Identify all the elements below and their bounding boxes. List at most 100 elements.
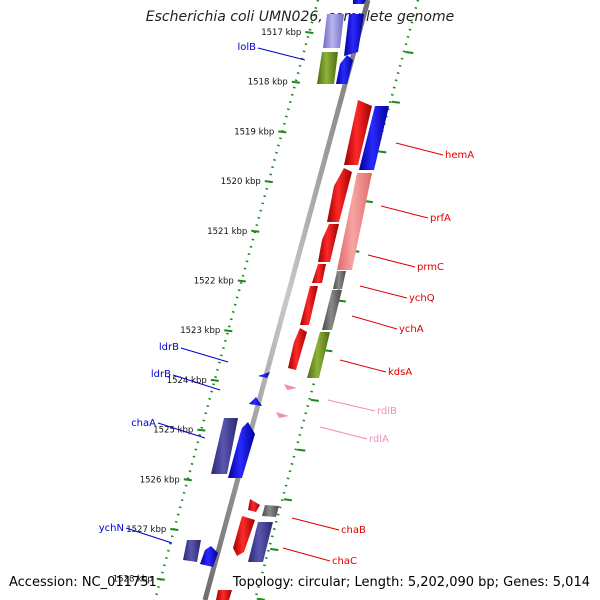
genome-summary: Topology: circular; Length: 5,202,090 bp…	[232, 575, 590, 590]
leader-chaC	[282, 547, 331, 562]
gene-block-hemA	[344, 100, 372, 165]
gene-block-ychN-2	[200, 546, 218, 567]
tick-mark-right	[297, 448, 306, 452]
gene-block-chaC-fwd	[248, 522, 273, 562]
map-title: Escherichia coli UMN026, complete genome	[145, 9, 455, 25]
gene-block-chaB	[248, 499, 260, 512]
gene-block-chaA	[211, 418, 238, 474]
tick-mark-left	[156, 577, 165, 581]
tick-mark-right	[270, 548, 279, 551]
leader-chaB	[291, 517, 340, 531]
tick-label: 1528 kbp	[113, 575, 153, 585]
gene-label-ychN: ychN	[99, 523, 124, 534]
tick-mark-left	[278, 130, 287, 134]
tick-mark-left	[170, 528, 179, 531]
genome-backbone	[202, 0, 371, 600]
gene-block-fwd-1	[344, 14, 364, 56]
gene-label-ldrB-2: ldrB	[151, 369, 171, 380]
gene-block-ychA	[300, 286, 318, 325]
gene-arrow-rdlA	[276, 412, 289, 418]
tick-label: 1521 kbp	[207, 227, 247, 237]
leader-ldrB-1	[180, 347, 229, 363]
gene-block-prmC	[318, 224, 339, 262]
gene-block-chaA-arrow	[228, 422, 255, 478]
leader-lines	[125, 47, 444, 562]
gene-block-lolB-top	[323, 14, 344, 48]
tick-mark-left	[291, 80, 300, 84]
tick-mark-left	[264, 180, 273, 184]
tick-label: 1527 kbp	[126, 525, 166, 535]
gene-label-ldrB-1: ldrB	[159, 342, 179, 353]
leader-prfA	[380, 205, 429, 219]
gene-arrow-ldrB-2	[249, 397, 262, 406]
leader-lolB	[257, 47, 306, 61]
tick-label: 1525 kbp	[153, 426, 193, 436]
gene-block-prfA	[327, 168, 352, 222]
gene-label-chaA: chaA	[131, 418, 156, 429]
right-tick-track	[253, 0, 420, 600]
leader-rdlB	[327, 399, 376, 412]
tick-mark-right	[378, 150, 387, 154]
tick-label: 1518 kbp	[248, 78, 288, 88]
tick-mark-right	[405, 51, 414, 54]
accession-label: Accession: NC_011751	[9, 575, 157, 590]
gene-block-lolB	[317, 52, 338, 84]
tick-label: 1523 kbp	[180, 326, 220, 336]
tick-mark-right	[391, 100, 400, 104]
left-tick-track	[153, 0, 320, 600]
tick-label: 1522 kbp	[194, 277, 234, 287]
gene-block-prfA-light	[337, 173, 372, 270]
leader-hemA	[395, 142, 444, 156]
gene-block-ychQ-gray	[333, 271, 346, 289]
leader-ychA	[351, 315, 398, 330]
tick-mark-right	[310, 398, 319, 402]
gene-block-ychA-gray	[322, 290, 342, 330]
gene-label-prfA: prfA	[430, 213, 451, 224]
gene-block-fwd-2	[336, 55, 353, 84]
leader-prmC	[367, 254, 416, 268]
gene-block-kdsA-olive	[307, 332, 330, 378]
tick-label: 1519 kbp	[234, 127, 274, 137]
tick-mark-left	[197, 428, 206, 432]
tick-mark-right	[283, 498, 292, 502]
leader-rdlA	[319, 426, 368, 440]
gene-label-rdlB: rdlB	[377, 406, 397, 417]
gene-label-ychQ: ychQ	[409, 293, 435, 304]
gene-label-chaB: chaB	[341, 525, 366, 536]
tick-label: 1524 kbp	[167, 376, 207, 386]
gene-label-lolB: lolB	[237, 42, 256, 53]
tick-mark-right	[324, 349, 333, 353]
tick-mark-left	[237, 279, 246, 283]
gene-block-chaC	[233, 516, 255, 556]
leader-chaA	[157, 422, 206, 439]
gene-label-ychA: ychA	[399, 324, 424, 335]
gene-block-ychN-1	[183, 540, 201, 562]
tick-label: 1520 kbp	[221, 177, 261, 187]
gene-block-kdsA	[288, 328, 307, 370]
gene-label-chaC: chaC	[332, 556, 357, 567]
gene-labels: lolB ldrB ldrB chaA ychN hemA prfA prmC …	[99, 42, 474, 567]
gene-label-kdsA: kdsA	[388, 367, 412, 378]
gene-block-hemA-b	[359, 106, 389, 170]
gene-arrow-ldrB-1	[258, 372, 270, 378]
gene-block-bottom-red	[216, 590, 232, 600]
gene-block-fwd-top	[353, 0, 366, 4]
tick-mark-left	[251, 229, 260, 233]
gene-arrow-rdlB	[284, 384, 297, 390]
tick-mark-left	[210, 378, 219, 382]
gene-block-chaB-gray	[262, 505, 279, 517]
leader-kdsA	[339, 359, 387, 373]
tick-mark-left	[183, 478, 192, 482]
forward-genes	[183, 0, 366, 567]
leader-ychN	[125, 527, 173, 544]
gene-block-ychQ	[312, 264, 326, 283]
gene-label-prmC: prmC	[417, 262, 444, 273]
leader-ldrB-2	[172, 374, 221, 391]
gene-label-hemA: hemA	[445, 150, 474, 161]
tick-mark-left	[305, 31, 314, 34]
gene-label-rdlA: rdlA	[369, 434, 389, 445]
reverse-genes	[216, 100, 389, 600]
tick-label: 1526 kbp	[140, 475, 180, 485]
